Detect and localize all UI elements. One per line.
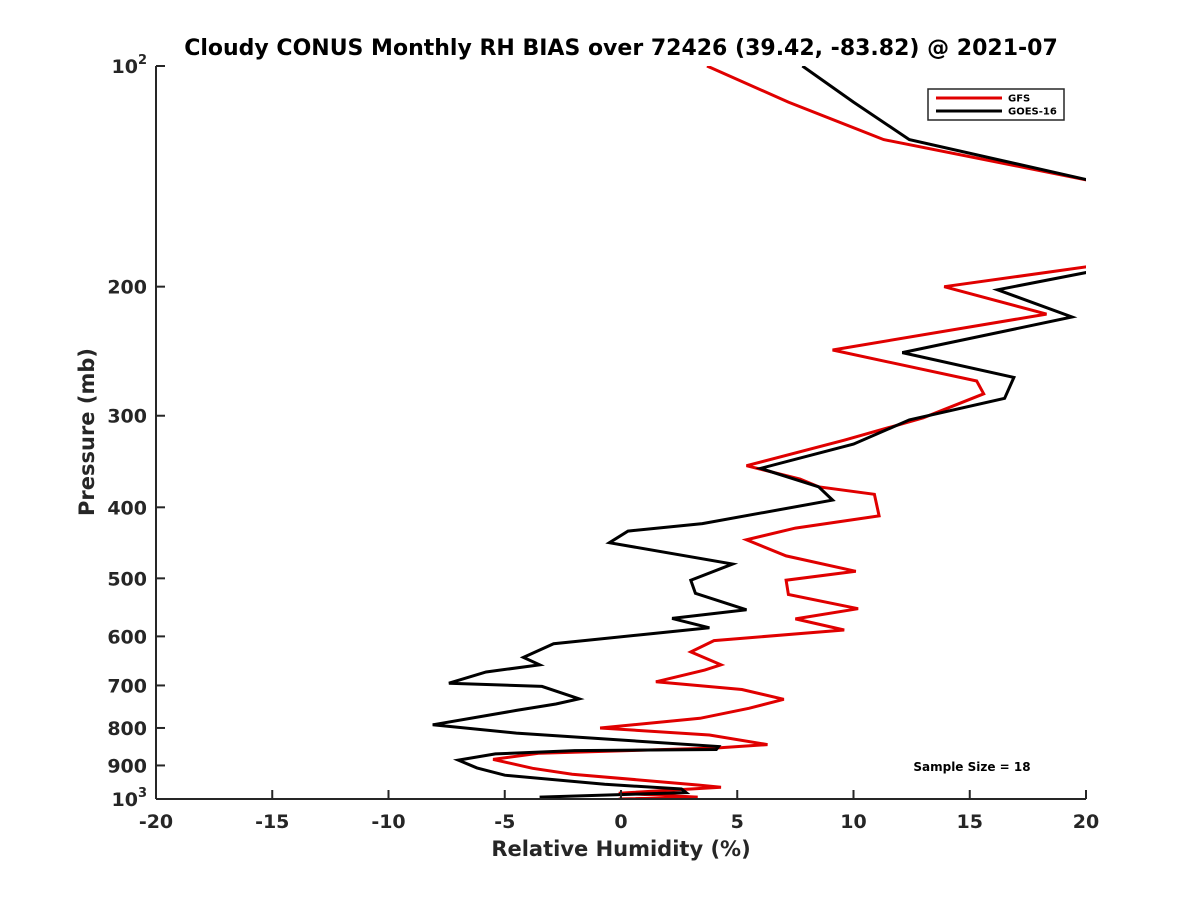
legend-label: GOES-16 — [1008, 107, 1057, 118]
series-layer — [432, 66, 1086, 799]
legend: GFS GOES-16 — [927, 88, 1065, 121]
x-tick-label: 0 — [614, 811, 627, 833]
chart-title: Cloudy CONUS Monthly RH BIAS over 72426 … — [184, 36, 1058, 61]
x-tick-label: 5 — [731, 811, 744, 833]
x-tick-label: 10 — [840, 811, 866, 833]
x-tick-label: 15 — [957, 811, 983, 833]
x-tick-label: -5 — [494, 811, 515, 833]
y-tick-label: 102 — [112, 53, 148, 78]
y-tick-label: 700 — [107, 675, 147, 697]
sample-size-annotation: Sample Size = 18 — [913, 760, 1030, 774]
x-axis-label: Relative Humidity (%) — [491, 837, 750, 861]
y-tick-label: 300 — [107, 406, 147, 428]
y-tick-label: 800 — [107, 718, 147, 740]
series-line-goes-16 — [432, 66, 1086, 799]
y-tick-label: 103 — [112, 786, 148, 811]
x-tick-label: -15 — [255, 811, 289, 833]
legend-box — [927, 88, 1065, 121]
series-line-gfs — [492, 66, 1086, 799]
y-tick-label: 600 — [107, 626, 147, 648]
x-tick-label: -10 — [371, 811, 405, 833]
legend-label: GFS — [1008, 94, 1030, 105]
y-tick-label: 900 — [107, 755, 147, 777]
y-tick-label: 200 — [107, 277, 147, 299]
x-tick-label: 20 — [1073, 811, 1099, 833]
y-tick-label: 400 — [107, 497, 147, 519]
y-axis-label: Pressure (mb) — [75, 348, 99, 516]
x-tick-label: -20 — [139, 811, 173, 833]
axes-layer: -20 -15 -10 -5 0 5 10 15 20 102 200 300 400 500 600 700… — [107, 53, 1099, 833]
y-tick-label: 500 — [107, 568, 147, 590]
